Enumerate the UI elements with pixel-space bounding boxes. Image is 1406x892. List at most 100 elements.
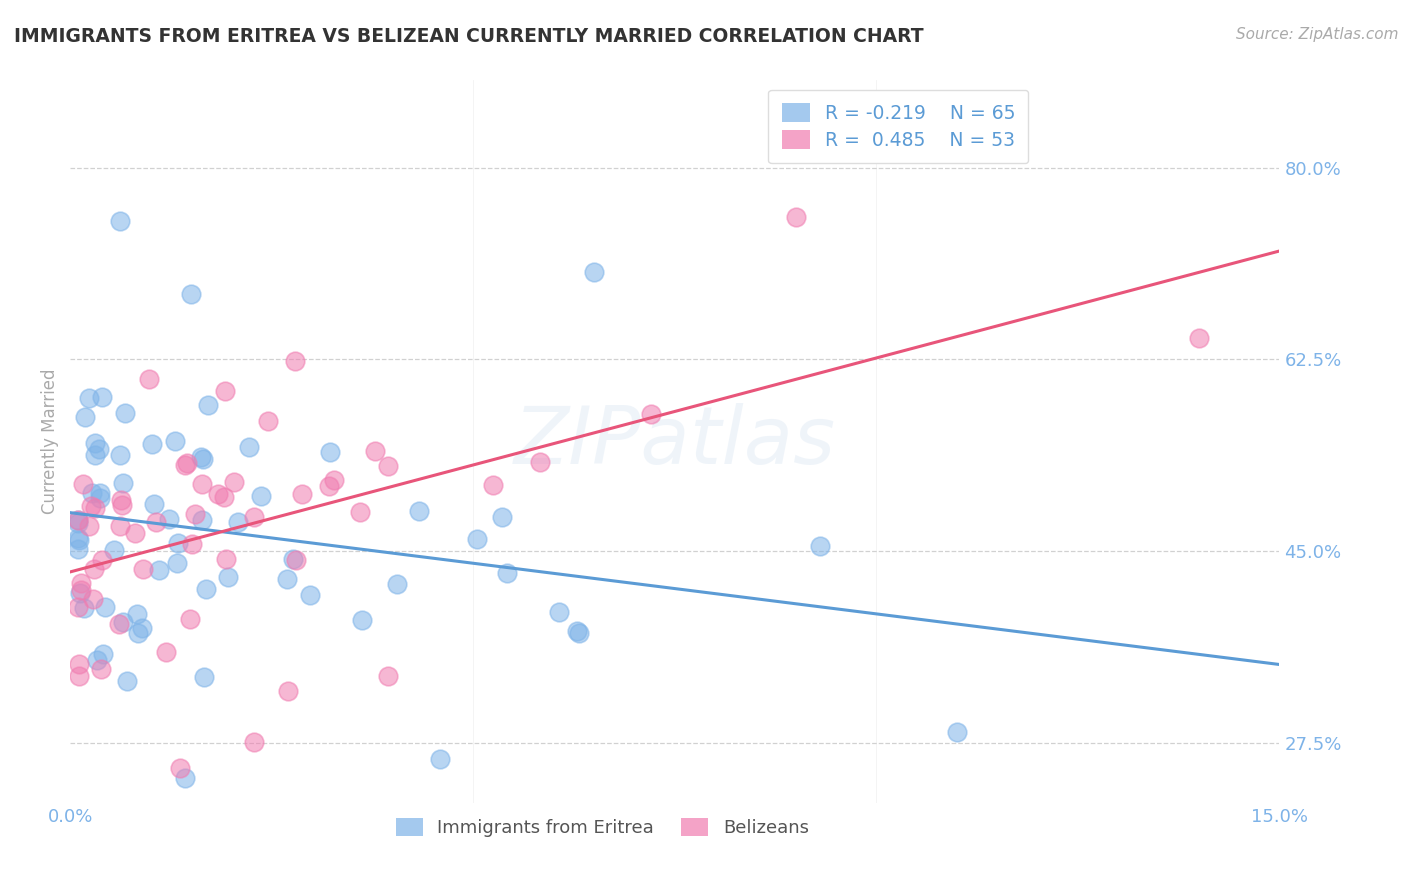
Point bbox=[82, 485, 104, 500]
Point bbox=[191, 476, 214, 491]
Point bbox=[946, 724, 969, 739]
Point bbox=[89, 491, 111, 505]
Point bbox=[69, 576, 91, 591]
Point bbox=[110, 449, 132, 463]
Point bbox=[565, 624, 588, 639]
Point bbox=[69, 583, 91, 598]
Point bbox=[111, 615, 134, 630]
Point bbox=[276, 572, 298, 586]
Point bbox=[318, 444, 340, 458]
Point bbox=[132, 562, 155, 576]
Point bbox=[166, 556, 188, 570]
Legend: Immigrants from Eritrea, Belizeans: Immigrants from Eritrea, Belizeans bbox=[388, 811, 815, 845]
Point bbox=[77, 519, 100, 533]
Point bbox=[299, 588, 322, 602]
Point bbox=[190, 450, 212, 465]
Point bbox=[429, 752, 451, 766]
Point bbox=[491, 509, 513, 524]
Point bbox=[191, 513, 214, 527]
Point bbox=[323, 473, 346, 487]
Point bbox=[193, 670, 215, 684]
Point bbox=[127, 626, 149, 640]
Point bbox=[364, 444, 387, 458]
Point bbox=[250, 489, 273, 503]
Point bbox=[91, 647, 114, 661]
Point bbox=[67, 600, 90, 615]
Text: Source: ZipAtlas.com: Source: ZipAtlas.com bbox=[1236, 27, 1399, 42]
Point bbox=[131, 621, 153, 635]
Point bbox=[174, 772, 197, 786]
Point bbox=[284, 553, 307, 567]
Point bbox=[67, 531, 90, 545]
Point bbox=[90, 663, 112, 677]
Point bbox=[181, 537, 204, 551]
Point bbox=[284, 353, 307, 368]
Point bbox=[138, 371, 160, 385]
Point bbox=[89, 442, 111, 456]
Point bbox=[808, 539, 831, 553]
Point bbox=[84, 448, 107, 462]
Point bbox=[238, 440, 260, 454]
Point bbox=[548, 605, 571, 619]
Point bbox=[67, 516, 90, 530]
Y-axis label: Currently Married: Currently Married bbox=[41, 368, 59, 515]
Point bbox=[482, 477, 505, 491]
Point bbox=[67, 657, 90, 672]
Point bbox=[243, 735, 266, 749]
Point bbox=[465, 533, 488, 547]
Point bbox=[124, 526, 146, 541]
Point bbox=[75, 410, 97, 425]
Point bbox=[110, 498, 132, 512]
Point bbox=[72, 476, 94, 491]
Point bbox=[318, 478, 340, 492]
Point bbox=[77, 392, 100, 406]
Point bbox=[141, 437, 163, 451]
Point bbox=[67, 513, 90, 527]
Point bbox=[217, 570, 239, 584]
Point bbox=[256, 414, 278, 428]
Point bbox=[84, 435, 107, 450]
Point bbox=[214, 384, 236, 398]
Point bbox=[69, 586, 91, 600]
Point bbox=[377, 669, 399, 683]
Point bbox=[110, 518, 132, 533]
Point bbox=[125, 607, 148, 621]
Point bbox=[377, 458, 399, 473]
Point bbox=[110, 214, 132, 228]
Point bbox=[212, 490, 235, 504]
Point bbox=[176, 456, 198, 470]
Point bbox=[191, 452, 214, 467]
Point bbox=[496, 566, 519, 580]
Point bbox=[110, 492, 132, 507]
Point bbox=[243, 509, 266, 524]
Point bbox=[215, 551, 238, 566]
Point bbox=[83, 562, 105, 576]
Point bbox=[568, 625, 591, 640]
Point bbox=[114, 406, 136, 420]
Point bbox=[207, 487, 229, 501]
Point bbox=[224, 475, 246, 489]
Point bbox=[180, 286, 202, 301]
Point bbox=[385, 576, 408, 591]
Point bbox=[73, 600, 96, 615]
Text: IMMIGRANTS FROM ERITREA VS BELIZEAN CURRENTLY MARRIED CORRELATION CHART: IMMIGRANTS FROM ERITREA VS BELIZEAN CURR… bbox=[14, 27, 924, 45]
Point bbox=[80, 499, 103, 513]
Point bbox=[173, 458, 195, 472]
Point bbox=[84, 500, 107, 515]
Point bbox=[67, 513, 90, 527]
Point bbox=[179, 612, 201, 626]
Point bbox=[169, 761, 191, 775]
Point bbox=[352, 613, 374, 627]
Point bbox=[159, 512, 181, 526]
Point bbox=[67, 669, 90, 683]
Point bbox=[67, 542, 90, 557]
Point bbox=[277, 684, 299, 698]
Point bbox=[94, 599, 117, 614]
Point bbox=[89, 486, 111, 500]
Point bbox=[91, 391, 114, 405]
Point bbox=[408, 504, 430, 518]
Point bbox=[283, 551, 305, 566]
Point bbox=[145, 516, 167, 530]
Point bbox=[226, 515, 249, 529]
Point bbox=[529, 455, 551, 469]
